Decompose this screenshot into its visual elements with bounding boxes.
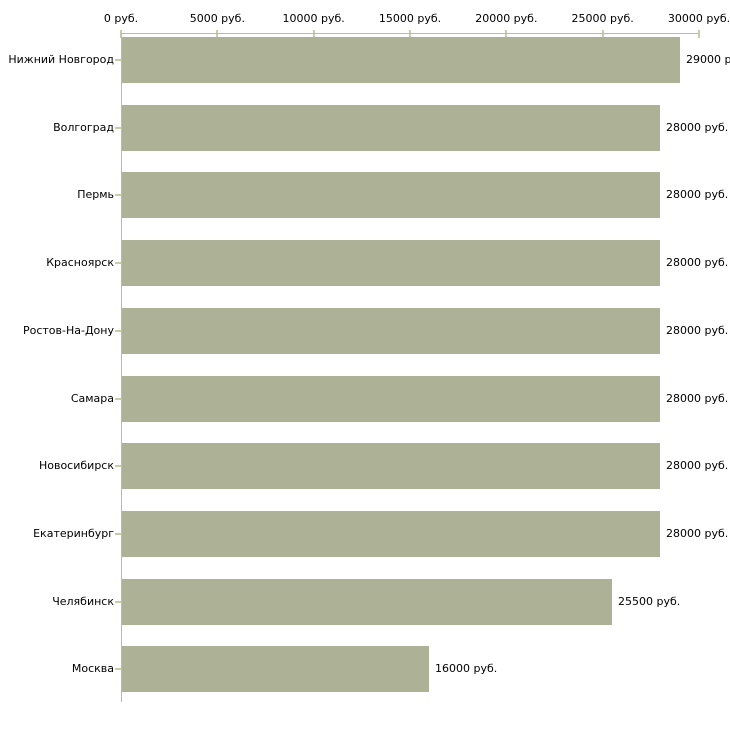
bar [122,443,660,489]
x-axis-tick [409,30,411,38]
category-label: Нижний Новгород [8,53,114,66]
category-label: Красноярск [46,256,114,269]
value-label: 28000 руб. [666,459,729,472]
value-label: 28000 руб. [666,324,729,337]
x-axis-tick [601,30,604,38]
category-label: Новосибирск [38,459,114,472]
category-label: Ростов-На-Дону [22,324,114,337]
value-label: 28000 руб. [666,188,729,201]
value-label: 29000 руб. [686,53,730,66]
x-axis-tick [312,30,315,38]
x-axis-tick-label: 5000 руб. [189,12,245,25]
category-label: Москва [71,662,114,675]
value-label: 28000 руб. [666,527,729,540]
category-label: Челябинск [52,595,114,608]
category-label: Волгоград [53,121,114,134]
y-axis-line [121,33,122,702]
x-axis-tick [698,30,700,38]
y-axis-tick [115,194,121,196]
y-axis-tick [115,668,121,670]
bar [122,240,660,286]
bar [122,172,660,218]
bar [122,579,612,625]
x-axis-tick-label: 15000 руб. [378,12,442,25]
x-axis-tick-label: 30000 руб. [667,12,730,25]
x-axis-tick [505,30,508,38]
y-axis-tick [115,262,121,264]
category-label: Екатеринбург [33,527,114,540]
value-label: 25500 руб. [618,595,681,608]
x-axis-tick [216,30,219,38]
bar [122,105,660,151]
bar [122,646,429,692]
value-label: 28000 руб. [666,392,729,405]
value-label: 16000 руб. [435,662,498,675]
x-axis-line [121,33,699,34]
bar [122,308,660,354]
bar [122,37,680,83]
y-axis-tick [115,533,121,535]
value-label: 28000 руб. [666,121,729,134]
x-axis-tick-label: 20000 руб. [475,12,538,25]
y-axis-tick [115,330,121,332]
x-axis-tick-label: 25000 руб. [571,12,634,25]
category-label: Самара [70,392,114,405]
category-label: Пермь [77,188,114,201]
y-axis-tick [115,398,121,400]
y-axis-tick [115,127,121,129]
y-axis-tick [115,465,121,467]
value-label: 28000 руб. [666,256,729,269]
bar [122,511,660,557]
bar [122,376,660,422]
x-axis-tick-label: 10000 руб. [282,12,345,25]
x-axis-tick-label: 0 руб. [103,12,139,25]
y-axis-tick [115,601,121,603]
y-axis-tick [115,59,121,61]
